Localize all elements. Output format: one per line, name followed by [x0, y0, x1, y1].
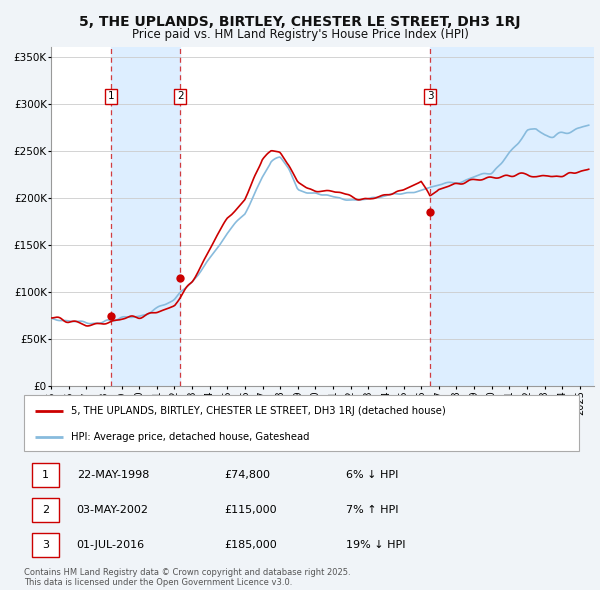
Text: 6% ↓ HPI: 6% ↓ HPI: [346, 470, 398, 480]
Text: £185,000: £185,000: [224, 540, 277, 549]
Text: 19% ↓ HPI: 19% ↓ HPI: [346, 540, 406, 549]
Text: 5, THE UPLANDS, BIRTLEY, CHESTER LE STREET, DH3 1RJ: 5, THE UPLANDS, BIRTLEY, CHESTER LE STRE…: [79, 15, 521, 29]
Text: Contains HM Land Registry data © Crown copyright and database right 2025.
This d: Contains HM Land Registry data © Crown c…: [24, 568, 350, 587]
Text: £115,000: £115,000: [224, 504, 277, 514]
Text: 22-MAY-1998: 22-MAY-1998: [77, 470, 149, 480]
Text: 5, THE UPLANDS, BIRTLEY, CHESTER LE STREET, DH3 1RJ (detached house): 5, THE UPLANDS, BIRTLEY, CHESTER LE STRE…: [71, 406, 446, 416]
Text: £74,800: £74,800: [224, 470, 270, 480]
Text: 1: 1: [107, 91, 114, 101]
Text: HPI: Average price, detached house, Gateshead: HPI: Average price, detached house, Gate…: [71, 432, 310, 442]
FancyBboxPatch shape: [32, 463, 59, 487]
Text: Price paid vs. HM Land Registry's House Price Index (HPI): Price paid vs. HM Land Registry's House …: [131, 28, 469, 41]
Text: 3: 3: [42, 540, 49, 549]
Text: 03-MAY-2002: 03-MAY-2002: [77, 504, 149, 514]
Bar: [430, 47, 594, 386]
Bar: [111, 47, 181, 386]
Text: 2: 2: [42, 504, 49, 514]
Text: 01-JUL-2016: 01-JUL-2016: [77, 540, 145, 549]
Text: 7% ↑ HPI: 7% ↑ HPI: [346, 504, 398, 514]
Text: 2: 2: [177, 91, 184, 101]
Text: 3: 3: [427, 91, 433, 101]
Text: 1: 1: [42, 470, 49, 480]
FancyBboxPatch shape: [32, 497, 59, 522]
FancyBboxPatch shape: [32, 533, 59, 556]
